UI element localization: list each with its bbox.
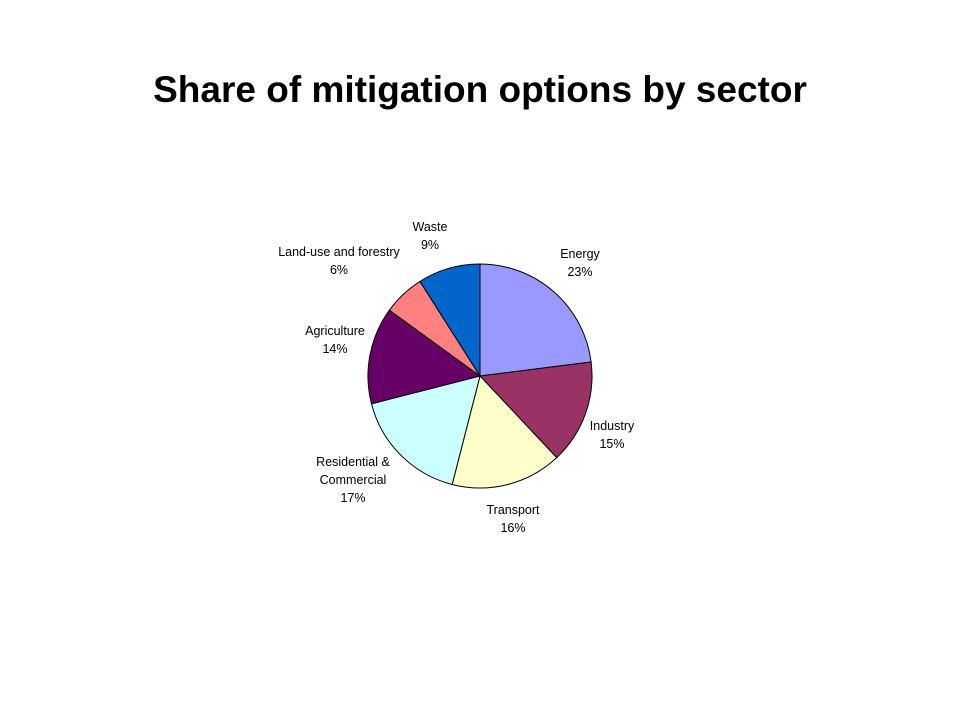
pie-slice-industry [478, 361, 593, 459]
pie-slice-energy [479, 263, 592, 377]
pie-slice-waste [419, 263, 481, 378]
slice-label-waste: Waste 9% [413, 220, 448, 252]
slice-label-industry: Industry 15% [590, 419, 635, 451]
pie-slice-residential-and-commercial [370, 375, 481, 486]
page-title: Share of mitigation options by sector [153, 69, 807, 110]
slice-label-land-use-and-forestry: Land-use and forestry 6% [278, 245, 400, 277]
pie-slice-transport [451, 374, 558, 489]
slice-label-energy: Energy 23% [560, 247, 600, 279]
pie-slice-agriculture [367, 309, 482, 405]
slice-label-residential-and-commercial: Residential & Commercial 17% [316, 455, 390, 505]
slice-label-transport: Transport 16% [486, 503, 540, 535]
slice-label-agriculture: Agriculture 14% [305, 324, 365, 356]
